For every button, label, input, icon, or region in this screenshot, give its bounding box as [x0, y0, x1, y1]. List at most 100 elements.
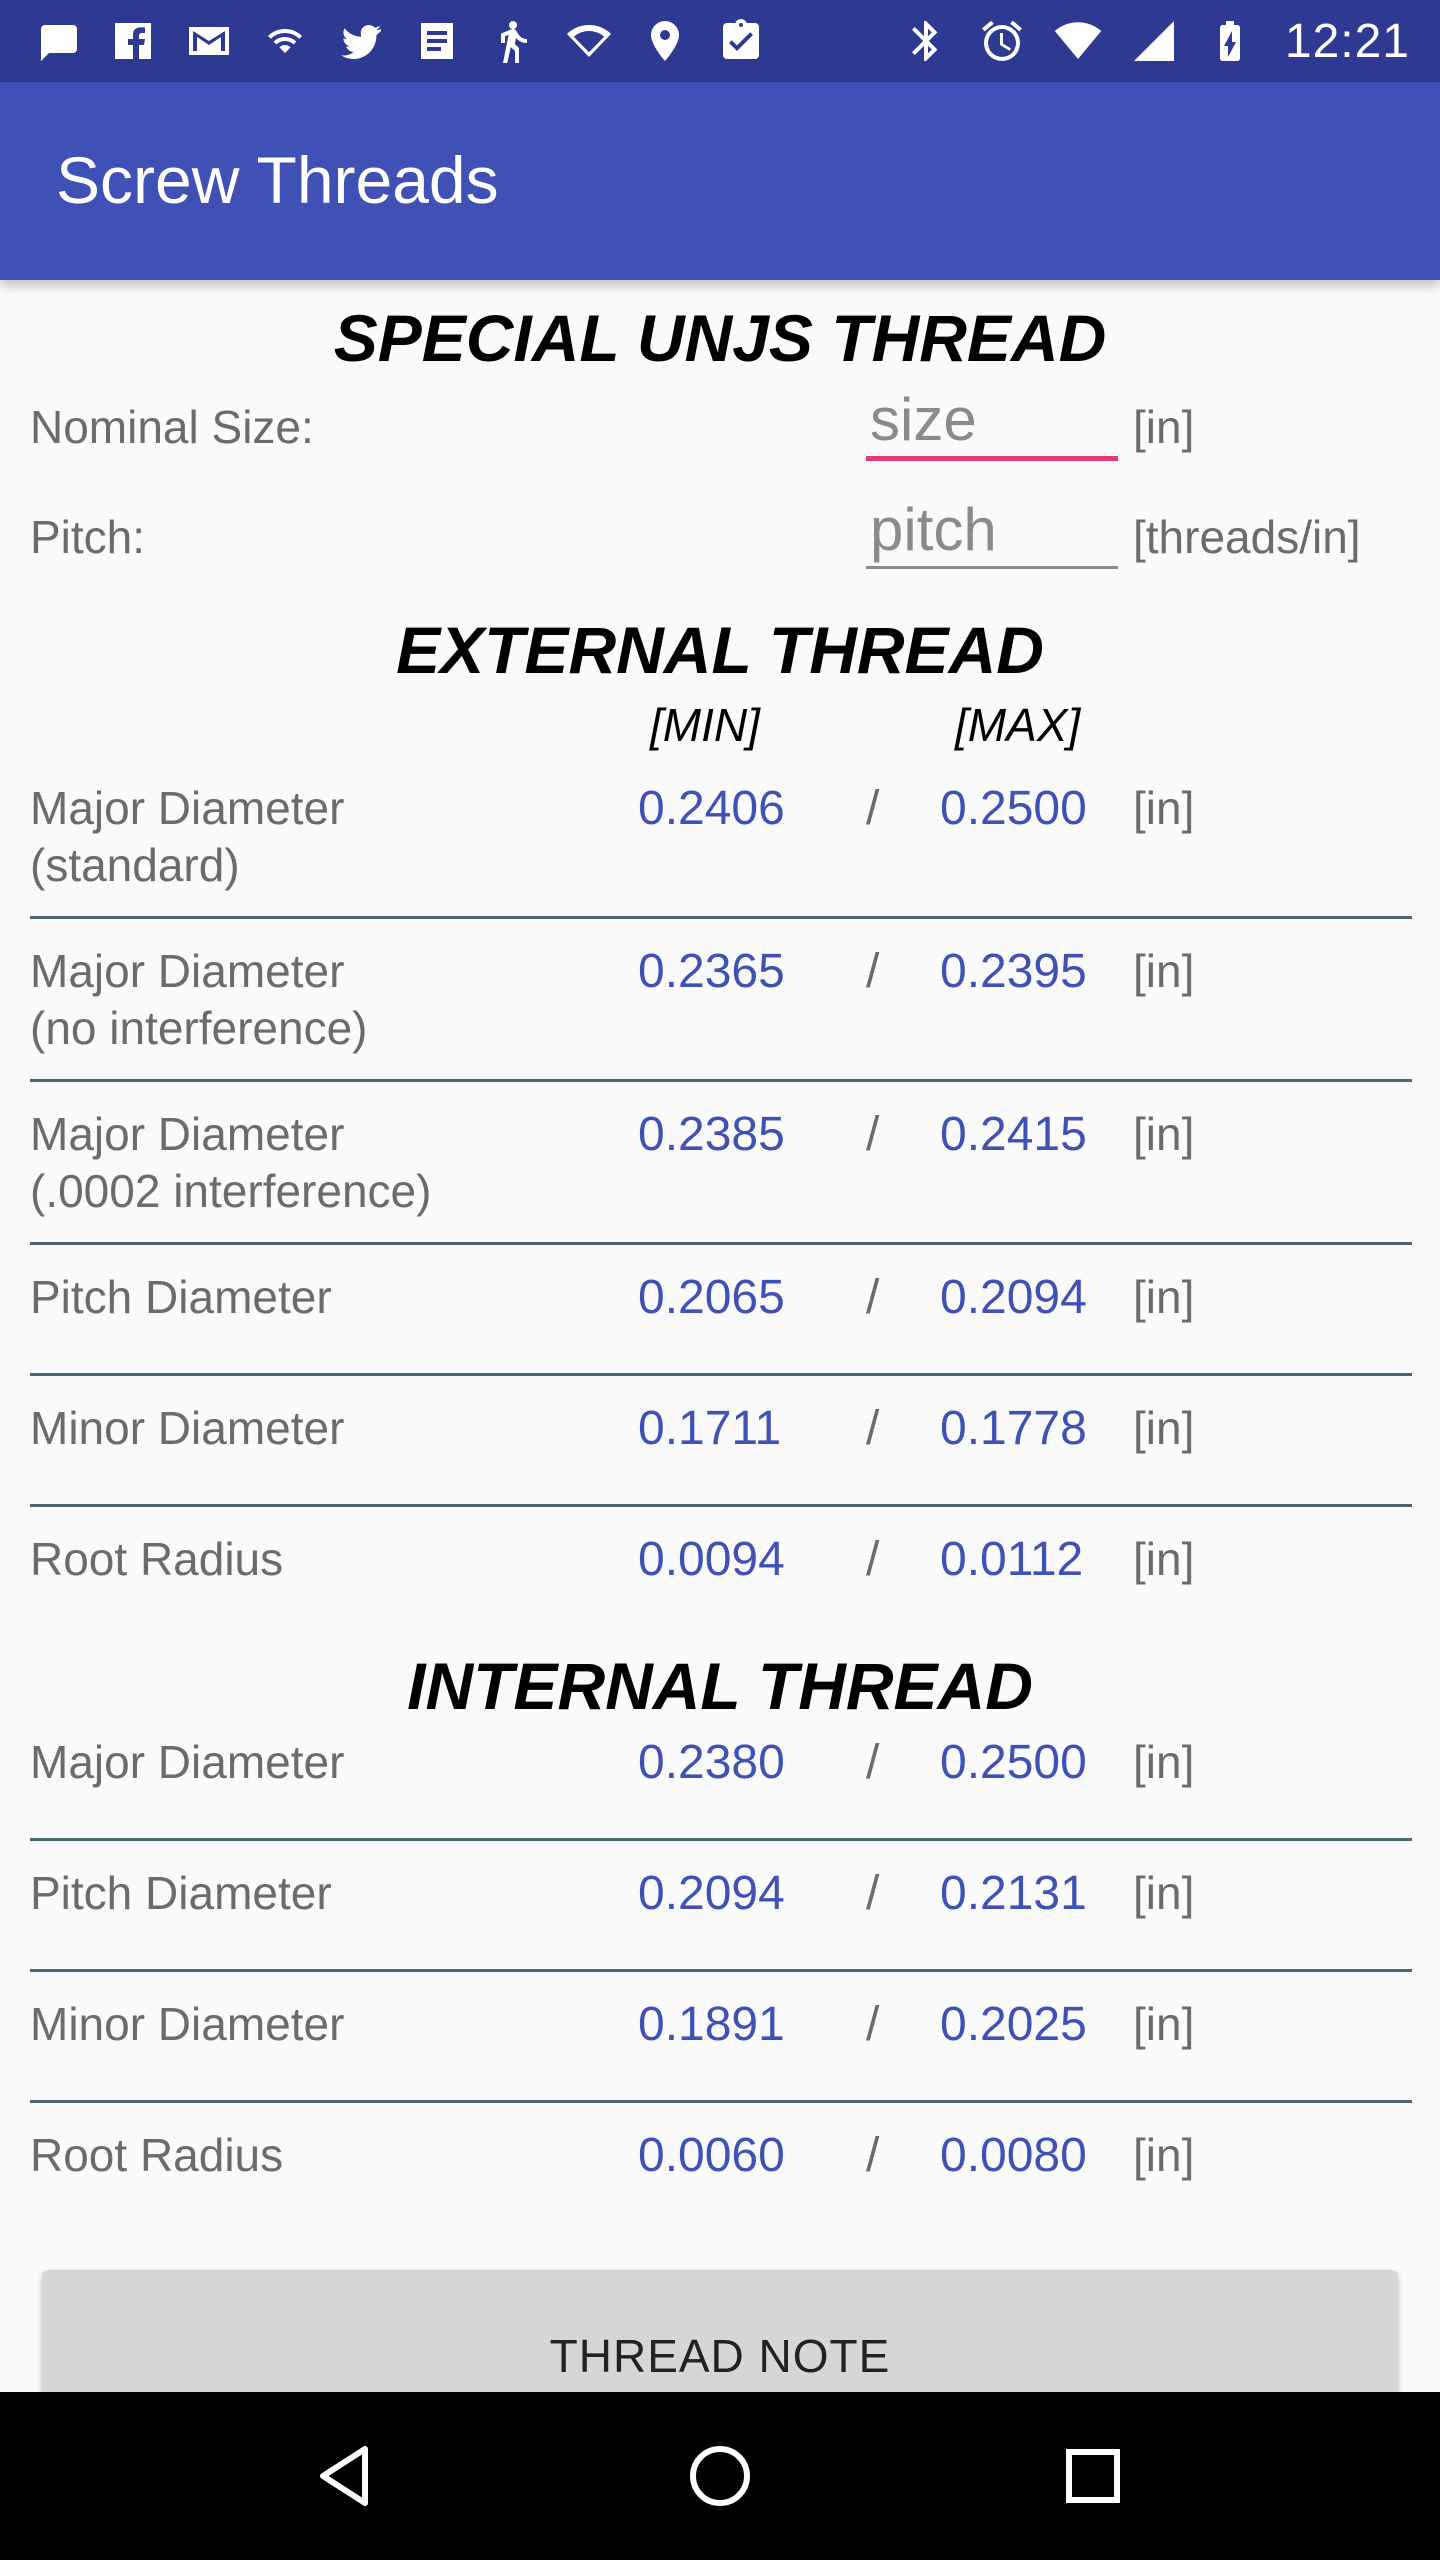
nominal-size-unit: [in]	[1133, 401, 1195, 453]
wifi-icon	[1051, 14, 1105, 68]
location-icon	[638, 14, 692, 68]
back-icon[interactable]	[297, 2426, 397, 2526]
min-value: 0.0060	[638, 2129, 785, 2182]
min-value: 0.2380	[638, 1736, 785, 1789]
external-thread-heading: EXTERNAL THREAD	[396, 613, 1044, 687]
unit-label: [in]	[1133, 782, 1195, 834]
row-divider	[30, 1504, 1412, 1507]
app-title: Screw Threads	[56, 143, 499, 217]
max-value: 0.2131	[940, 1867, 1087, 1920]
main-content: SPECIAL UNJS THREAD Nominal Size: [in] P…	[0, 280, 1440, 2392]
pitch-label: Pitch:	[30, 511, 146, 563]
wifi-signal-icon	[562, 14, 616, 68]
unit-label: [in]	[1133, 1998, 1195, 2050]
news-icon	[410, 14, 464, 68]
max-value: 0.2025	[940, 1998, 1087, 2051]
max-value: 0.0112	[940, 1533, 1084, 1586]
row-label: Major Diameter (standard)	[30, 782, 345, 891]
min-value: 0.2094	[638, 1867, 785, 1920]
min-value: 0.2365	[638, 945, 785, 998]
min-value: 0.1891	[638, 1998, 785, 2051]
max-value: 0.1778	[940, 1402, 1087, 1455]
row-divider	[30, 916, 1412, 919]
unit-label: [in]	[1133, 1271, 1195, 1323]
status-clock: 12:21	[1284, 14, 1410, 68]
external-row-major-no-interference: Major Diameter (no interference) 0.2365 /…	[0, 943, 1440, 1063]
pitch-underline	[866, 566, 1118, 569]
wifi-hotspot-icon	[258, 14, 312, 68]
separator: /	[866, 1108, 880, 1161]
unit-label: [in]	[1133, 1533, 1195, 1585]
gmail-icon	[182, 14, 236, 68]
unit-label: [in]	[1133, 2129, 1195, 2181]
row-divider	[30, 1242, 1412, 1245]
separator: /	[866, 945, 880, 998]
row-label: Minor Diameter	[30, 1998, 345, 2050]
app-bar: Screw Threads	[0, 82, 1440, 280]
min-value: 0.2065	[638, 1271, 785, 1324]
external-row-pitch-diameter: Pitch Diameter 0.2065 / 0.2094 [in]	[0, 1269, 1440, 1349]
unit-label: [in]	[1133, 945, 1195, 997]
system-icons: 12:21	[899, 14, 1410, 69]
row-divider	[30, 1838, 1412, 1841]
internal-row-root-radius: Root Radius 0.0060 / 0.0080 [in]	[0, 2127, 1440, 2207]
cell-signal-icon	[1127, 14, 1181, 68]
facebook-icon	[106, 14, 160, 68]
recents-icon[interactable]	[1043, 2426, 1143, 2526]
running-icon	[486, 14, 540, 68]
separator: /	[866, 1998, 880, 2051]
nominal-size-label: Nominal Size:	[30, 401, 314, 453]
alarm-icon	[975, 14, 1029, 68]
row-divider	[30, 1969, 1412, 1972]
external-row-root-radius: Root Radius 0.0094 / 0.0112 [in]	[0, 1531, 1440, 1611]
row-label: Pitch Diameter	[30, 1271, 332, 1323]
external-row-major-standard: Major Diameter (standard) 0.2406 / 0.2500…	[0, 780, 1440, 900]
internal-row-minor-diameter: Minor Diameter 0.1891 / 0.2025 [in]	[0, 1996, 1440, 2076]
separator: /	[866, 1736, 880, 1789]
chat-icon	[30, 14, 84, 68]
row-label: Minor Diameter	[30, 1402, 345, 1454]
row-divider	[30, 2100, 1412, 2103]
max-value: 0.0080	[940, 2129, 1087, 2182]
unit-label: [in]	[1133, 1402, 1195, 1454]
max-value: 0.2500	[940, 1736, 1087, 1789]
separator: /	[866, 1271, 880, 1324]
pitch-input[interactable]	[866, 494, 1118, 564]
max-value: 0.2094	[940, 1271, 1087, 1324]
unit-label: [in]	[1133, 1736, 1195, 1788]
min-value: 0.2406	[638, 782, 785, 835]
max-value: 0.2415	[940, 1108, 1087, 1161]
external-row-major-interference: Major Diameter (.0002 interference) 0.238…	[0, 1106, 1440, 1226]
status-bar: 12:21	[0, 0, 1440, 82]
internal-row-pitch-diameter: Pitch Diameter 0.2094 / 0.2131 [in]	[0, 1865, 1440, 1945]
row-label: Root Radius	[30, 1533, 284, 1585]
row-divider	[30, 1079, 1412, 1082]
unit-label: [in]	[1133, 1867, 1195, 1919]
bluetooth-icon	[899, 14, 953, 68]
battery-charging-icon	[1203, 14, 1257, 68]
separator: /	[866, 1402, 880, 1455]
notification-icons	[30, 14, 768, 68]
row-label: Major Diameter (.0002 interference)	[30, 1108, 432, 1217]
separator: /	[866, 2129, 880, 2182]
navigation-bar	[0, 2392, 1440, 2560]
external-row-minor-diameter: Minor Diameter 0.1711 / 0.1778 [in]	[0, 1400, 1440, 1480]
unit-label: [in]	[1133, 1108, 1195, 1160]
twitter-icon	[334, 14, 388, 68]
internal-row-major-diameter: Major Diameter 0.2380 / 0.2500 [in]	[0, 1734, 1440, 1814]
row-label: Pitch Diameter	[30, 1867, 332, 1919]
max-value: 0.2500	[940, 782, 1087, 835]
separator: /	[866, 782, 880, 835]
separator: /	[866, 1533, 880, 1586]
clipboard-check-icon	[714, 14, 768, 68]
home-icon[interactable]	[670, 2426, 770, 2526]
min-value: 0.1711	[638, 1402, 782, 1455]
min-value: 0.0094	[638, 1533, 785, 1586]
pitch-unit: [threads/in]	[1133, 511, 1361, 563]
separator: /	[866, 1867, 880, 1920]
row-label: Root Radius	[30, 2129, 284, 2181]
nominal-size-input[interactable]	[866, 384, 1118, 454]
max-value: 0.2395	[940, 945, 1087, 998]
row-label: Major Diameter (no interference)	[30, 945, 368, 1054]
internal-thread-heading: INTERNAL THREAD	[407, 1649, 1033, 1723]
